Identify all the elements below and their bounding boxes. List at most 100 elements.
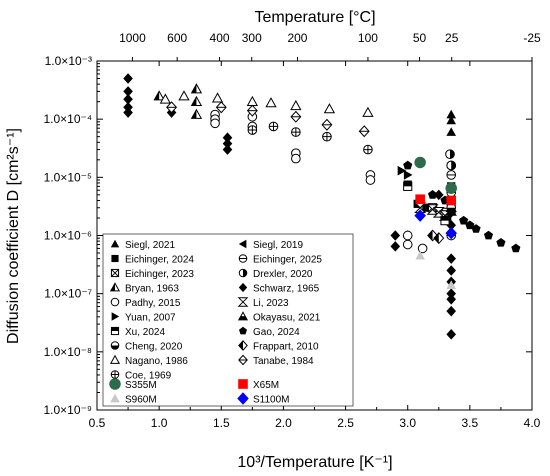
legend: Siegl, 2021 Siegl, 2019 Eichinger, 2024 Eic… <box>102 233 354 407</box>
marker-square-filled <box>422 203 431 212</box>
top-tick-label: 300 <box>242 31 262 45</box>
series-s960m <box>415 250 457 290</box>
marker-circle-plus-cross <box>111 370 119 379</box>
legend-label: Padhy, 2015 <box>125 298 181 309</box>
marker-square-half-fill <box>440 216 450 221</box>
legend-label: Drexler, 2020 <box>253 269 313 280</box>
legend-entry: Tanabe, 1984 <box>238 354 314 367</box>
legend-entry: Coe, 1969 <box>110 370 172 382</box>
y-tick-label: 1.0×10⁻⁴ <box>43 112 92 126</box>
marker-circle-green <box>109 378 121 390</box>
legend-label: Tanabe, 1984 <box>253 356 314 367</box>
marker-circle-plus-cross <box>363 145 373 154</box>
y-tick-label: 1.0×10⁻⁵ <box>44 170 92 184</box>
legend-entry: Xu, 2024 <box>110 326 165 338</box>
legend-entry: Siegl, 2019 <box>238 239 303 251</box>
data-point <box>123 86 133 97</box>
data-point <box>446 127 457 136</box>
data-point <box>190 95 203 106</box>
marker-circle-half-right-fill <box>243 269 247 277</box>
data-point <box>246 95 259 106</box>
marker-diamond-filled <box>123 73 133 84</box>
series-drexler-2020 <box>445 149 457 171</box>
legend-label: X65M <box>253 380 279 391</box>
legend-entry: Drexler, 2020 <box>238 268 313 280</box>
x-tick-label: 2.0 <box>275 416 292 430</box>
legend-label: Cheng, 2020 <box>125 342 183 353</box>
legend-label: Eichinger, 2025 <box>253 255 322 266</box>
marker-diamond-filled <box>446 219 457 231</box>
marker-triangle-filled <box>446 115 457 125</box>
marker-triangle-open <box>323 103 336 114</box>
data-point <box>290 110 302 123</box>
legend-entry: Eichinger, 2023 <box>110 268 194 280</box>
data-point <box>415 194 425 205</box>
data-point <box>397 165 407 176</box>
data-point <box>265 97 277 108</box>
marker-triangle-half-fill <box>191 96 197 106</box>
data-point <box>358 125 370 138</box>
legend-label: Eichinger, 2023 <box>125 269 194 280</box>
marker-circle-open <box>291 153 301 164</box>
top-axis-title: Temperature [°C] <box>254 9 375 26</box>
marker-triangle-open <box>290 99 302 111</box>
top-tick-label: 400 <box>210 31 230 45</box>
legend-label: Nagano, 1986 <box>125 356 188 367</box>
data-point <box>446 294 457 305</box>
marker-diamond-filled <box>222 144 233 155</box>
x-tick-label: 1.5 <box>213 416 230 430</box>
marker-square-half-fill <box>111 327 119 331</box>
series-s1100m <box>414 209 457 240</box>
marker-square-half-fill <box>403 182 412 187</box>
marker-circle-half-bottom-fill <box>111 345 119 350</box>
data-point <box>247 125 258 135</box>
data-point <box>433 232 445 245</box>
series-yuan-2007 <box>397 165 413 180</box>
data-point <box>166 101 178 114</box>
marker-circle-plus-cross <box>248 125 257 135</box>
y-tick-label: 1.0×10⁻³ <box>45 54 92 68</box>
marker-diamond-filled <box>433 189 444 201</box>
marker-triangle-filled <box>446 127 457 136</box>
data-point <box>178 90 190 101</box>
legend-label: Okayasu, 2021 <box>253 313 321 324</box>
data-point <box>321 118 333 131</box>
data-point <box>446 115 457 125</box>
data-point <box>402 239 413 250</box>
data-point <box>403 181 413 191</box>
data-point <box>446 329 457 340</box>
marker-circle-plus-cross <box>322 132 332 141</box>
marker-diamond-filled <box>238 282 248 293</box>
data-point <box>446 219 457 231</box>
marker-circle-half-right-fill <box>449 149 455 159</box>
marker-square-red <box>415 194 425 205</box>
marker-triangle-right <box>403 170 413 180</box>
legend-entry: S1100M <box>237 392 290 406</box>
legend-label: S1100M <box>253 395 290 406</box>
data-point <box>363 144 373 155</box>
data-point <box>123 73 133 84</box>
data-point <box>445 226 457 240</box>
legend-label: Bryan, 1963 <box>125 284 179 295</box>
marker-pentagon-filled <box>403 160 413 170</box>
marker-triangle-half-fill <box>191 109 197 119</box>
legend-label: Li, 2023 <box>253 298 289 309</box>
marker-circle-open <box>365 175 376 185</box>
data-point <box>459 215 469 225</box>
marker-triangle-grey <box>110 393 120 403</box>
data-point <box>268 121 279 132</box>
marker-diamond-filled <box>446 329 457 340</box>
marker-circle-plus-cross <box>269 122 278 131</box>
legend-label: Xu, 2024 <box>125 327 165 338</box>
data-point <box>159 93 172 104</box>
marker-diamond-half-fill <box>427 230 433 241</box>
marker-diamond-filled <box>123 93 133 105</box>
marker-triangle-right <box>397 165 407 176</box>
marker-triangle-right <box>111 312 120 321</box>
legend-entry: Eichinger, 2024 <box>111 255 194 266</box>
x-tick-label: 0.5 <box>89 416 106 430</box>
marker-diamond-half-fill <box>433 232 439 244</box>
marker-pentagon-filled <box>483 230 494 240</box>
marker-diamond-blue <box>237 392 249 405</box>
marker-triangle-open <box>159 93 172 104</box>
